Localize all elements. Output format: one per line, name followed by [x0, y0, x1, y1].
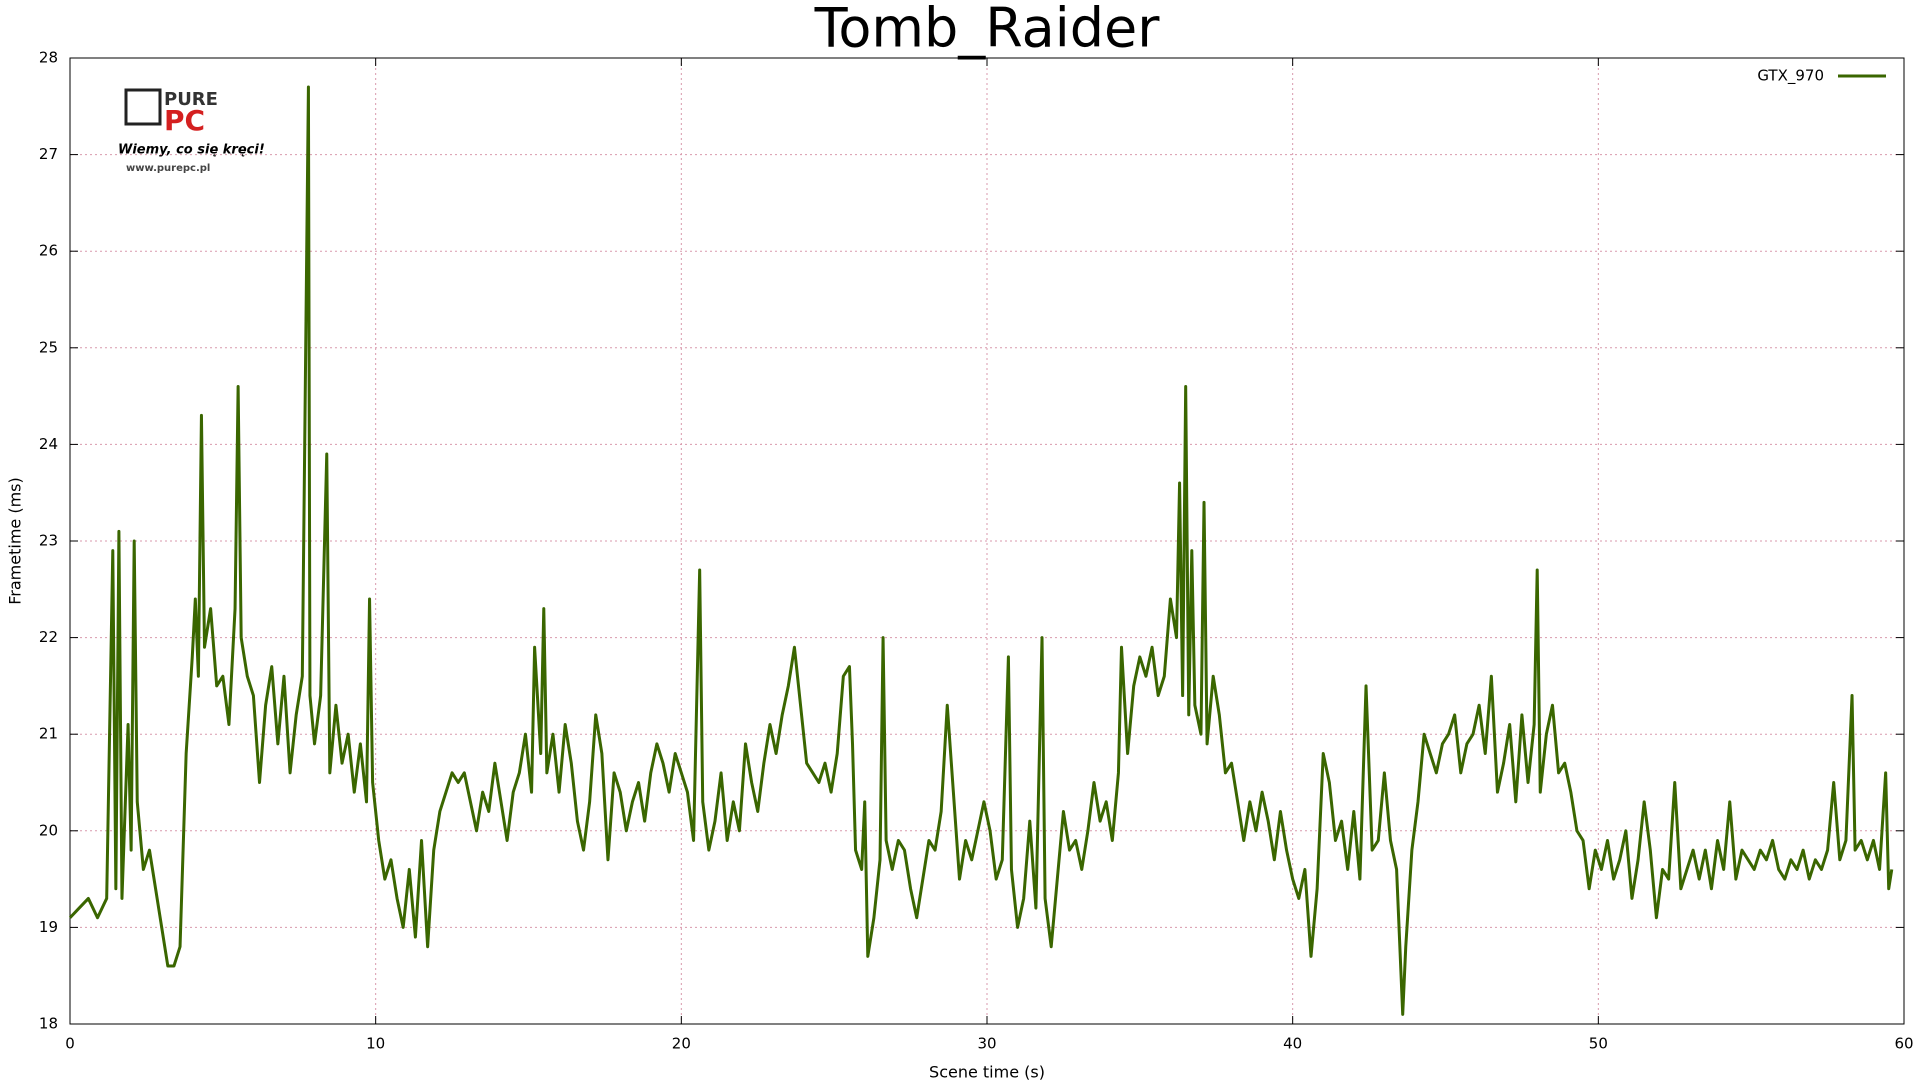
- plot-frame: [69, 57, 1905, 1025]
- y-axis-label: Frametime (ms): [6, 477, 25, 605]
- logo-slogan: Wiemy, co się kręci!: [118, 143, 265, 158]
- y-tick-label: 25: [39, 338, 58, 356]
- y-tick-label: 26: [39, 242, 58, 260]
- y-tick-label: 18: [39, 1015, 58, 1033]
- x-tick-label: 10: [366, 1035, 385, 1053]
- logo-url: www.purepc.pl: [126, 163, 210, 174]
- x-tick-label: 60: [1894, 1035, 1913, 1053]
- y-tick-label: 27: [39, 145, 58, 163]
- legend-label: GTX_970: [1757, 67, 1824, 86]
- logo: PURE PC Wiemy, co się kręci! www.purepc.…: [118, 88, 265, 174]
- logo-brand-top: PURE: [164, 89, 218, 110]
- x-tick-label: 50: [1589, 1035, 1608, 1053]
- y-tick-label: 22: [39, 628, 58, 646]
- y-tick-label: 20: [39, 821, 58, 839]
- y-tick-label: 21: [39, 725, 58, 743]
- x-tick-label: 20: [672, 1035, 691, 1053]
- logo-box: [124, 88, 162, 126]
- logo-brand-bottom: PC: [164, 104, 205, 137]
- chart-title: Tomb_Raider: [814, 0, 1161, 60]
- x-tick-label: 30: [977, 1035, 996, 1053]
- y-tick-label: 19: [39, 918, 58, 936]
- x-tick-label: 40: [1283, 1035, 1302, 1053]
- y-tick-label: 24: [39, 435, 58, 453]
- series-line: [68, 85, 1894, 1016]
- x-axis-label: Scene time (s): [929, 1063, 1045, 1080]
- y-tick-label: 28: [39, 49, 58, 67]
- y-tick-label: 23: [39, 532, 58, 550]
- x-tick-label: 0: [65, 1035, 75, 1053]
